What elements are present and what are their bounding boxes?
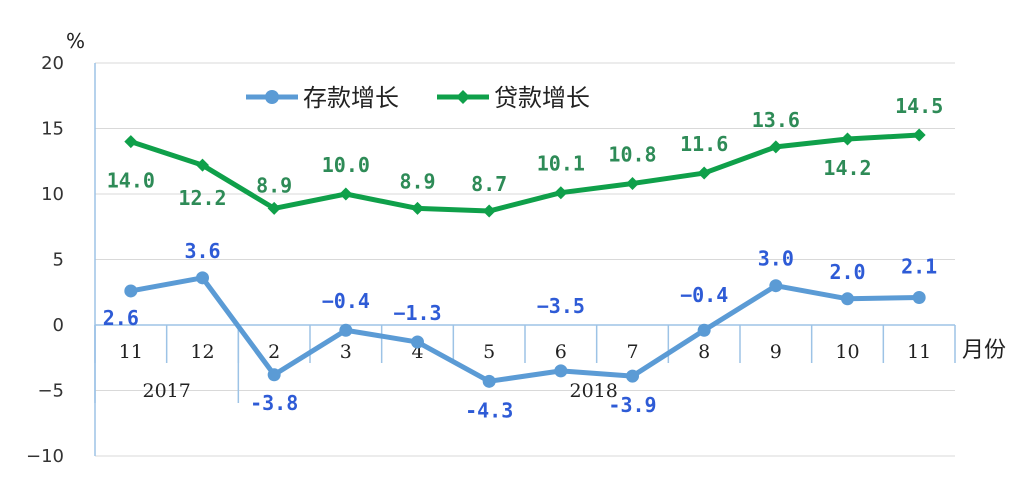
data-point [196,158,209,172]
x-tick-label: 7 [626,341,638,363]
data-point [841,292,854,306]
x-axis-label: 月份 [962,338,1006,363]
legend-item: 存款增长 [246,84,399,112]
data-label: −0.4 [322,289,370,313]
legend-label: 贷款增长 [494,84,590,112]
y-tick-label: 20 [41,53,64,74]
data-label: -3.9 [608,393,656,417]
data-label: 2.1 [901,254,937,278]
data-label: -4.3 [465,398,513,422]
data-label: -3.8 [250,391,298,415]
data-point [411,335,424,349]
data-point [124,135,138,149]
y-tick-label: −5 [37,381,64,402]
data-label: 10.8 [608,143,656,167]
x-tick-label: 5 [483,341,495,363]
data-labels: 2.6 3.6 -3.8 −0.4 −1.3 -4.3 −3.5 -3.9 −0.4 3.0 2.0… [103,94,943,422]
y-tick-label: 15 [41,119,64,140]
data-point [626,177,639,191]
series-line [128,275,922,384]
data-label: 2.0 [829,260,865,284]
legend-marker [265,90,279,104]
legend-label: 存款增长 [303,84,399,112]
year-label: 2017 [142,380,190,402]
data-point [626,369,639,383]
legend-marker [456,90,470,104]
data-point [769,140,783,154]
y-tick-label: 0 [53,315,64,336]
x-tick-label: 3 [340,341,352,363]
data-label: 3.0 [758,247,794,271]
data-point [267,368,281,382]
data-point [697,323,711,337]
data-point [196,271,209,285]
data-label: 3.6 [184,239,220,263]
data-label: 2.6 [103,306,139,330]
data-point [912,128,926,142]
data-label: 14.5 [895,94,943,118]
data-label: 12.2 [178,186,226,210]
data-label: 8.9 [399,169,435,193]
series-1 [124,128,926,218]
x-tick-label: 8 [698,341,710,363]
data-point [267,201,281,215]
y-tick-label: 10 [41,184,64,205]
x-tick-label: 11 [907,341,931,363]
data-point [411,201,424,215]
data-label: 10.1 [537,152,585,176]
data-point [554,364,568,378]
data-point [339,323,353,337]
x-tick-label: 10 [835,341,859,363]
data-label: 14.0 [107,169,155,193]
data-label: 10.0 [322,153,370,177]
x-tick-label: 6 [555,341,567,363]
x-tick-label: 2 [268,341,280,363]
x-tick-label: 11 [119,341,143,363]
data-label: −3.5 [537,294,585,318]
y-tick-label: −10 [26,446,64,467]
y-unit-label: % [66,29,85,53]
data-point [482,374,496,388]
grid [95,62,955,457]
data-point [841,132,854,146]
data-point [124,284,138,298]
data-point [912,290,926,304]
series-line [128,132,922,214]
data-point [339,187,353,201]
data-label: 11.6 [680,132,728,156]
data-label: 14.2 [823,156,871,180]
data-point [769,279,783,293]
x-tick-label: 12 [190,341,214,363]
data-point [554,186,568,200]
year-label: 2018 [569,380,617,402]
data-label: −1.3 [393,301,441,325]
data-label: 8.9 [256,173,292,197]
data-label: 8.7 [471,172,507,196]
data-label: −0.4 [680,283,728,307]
legend-item: 贷款增长 [437,84,590,112]
series-0 [124,271,926,388]
y-tick-label: 5 [53,250,64,271]
x-tick-label: 9 [770,341,782,363]
data-point [697,166,711,180]
data-label: 13.6 [752,108,800,132]
data-point [482,204,496,218]
legend: 存款增长 贷款增长 [246,84,590,112]
series-layer [124,128,926,388]
